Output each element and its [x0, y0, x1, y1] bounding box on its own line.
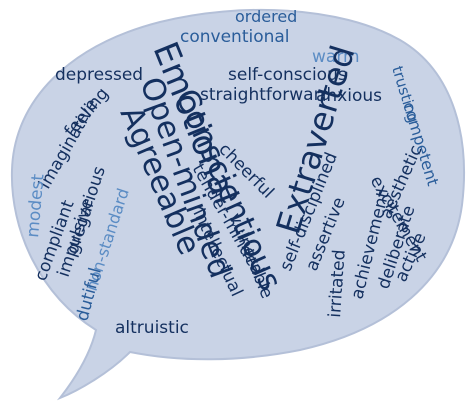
word-ordered: ordered: [235, 7, 297, 26]
word-irritated: irritated: [325, 249, 350, 318]
word-warm: warm: [312, 47, 360, 67]
word-self-conscious: self-conscious: [228, 65, 347, 85]
speech-bubble-shape: [10, 8, 465, 401]
word-straightforward: straightforward: [200, 85, 331, 105]
word-altruistic: altruistic: [115, 318, 189, 338]
word-conventional: conventional: [180, 27, 290, 47]
word-depressed: depressed: [55, 65, 143, 85]
word-anxious: anxious: [316, 86, 382, 106]
